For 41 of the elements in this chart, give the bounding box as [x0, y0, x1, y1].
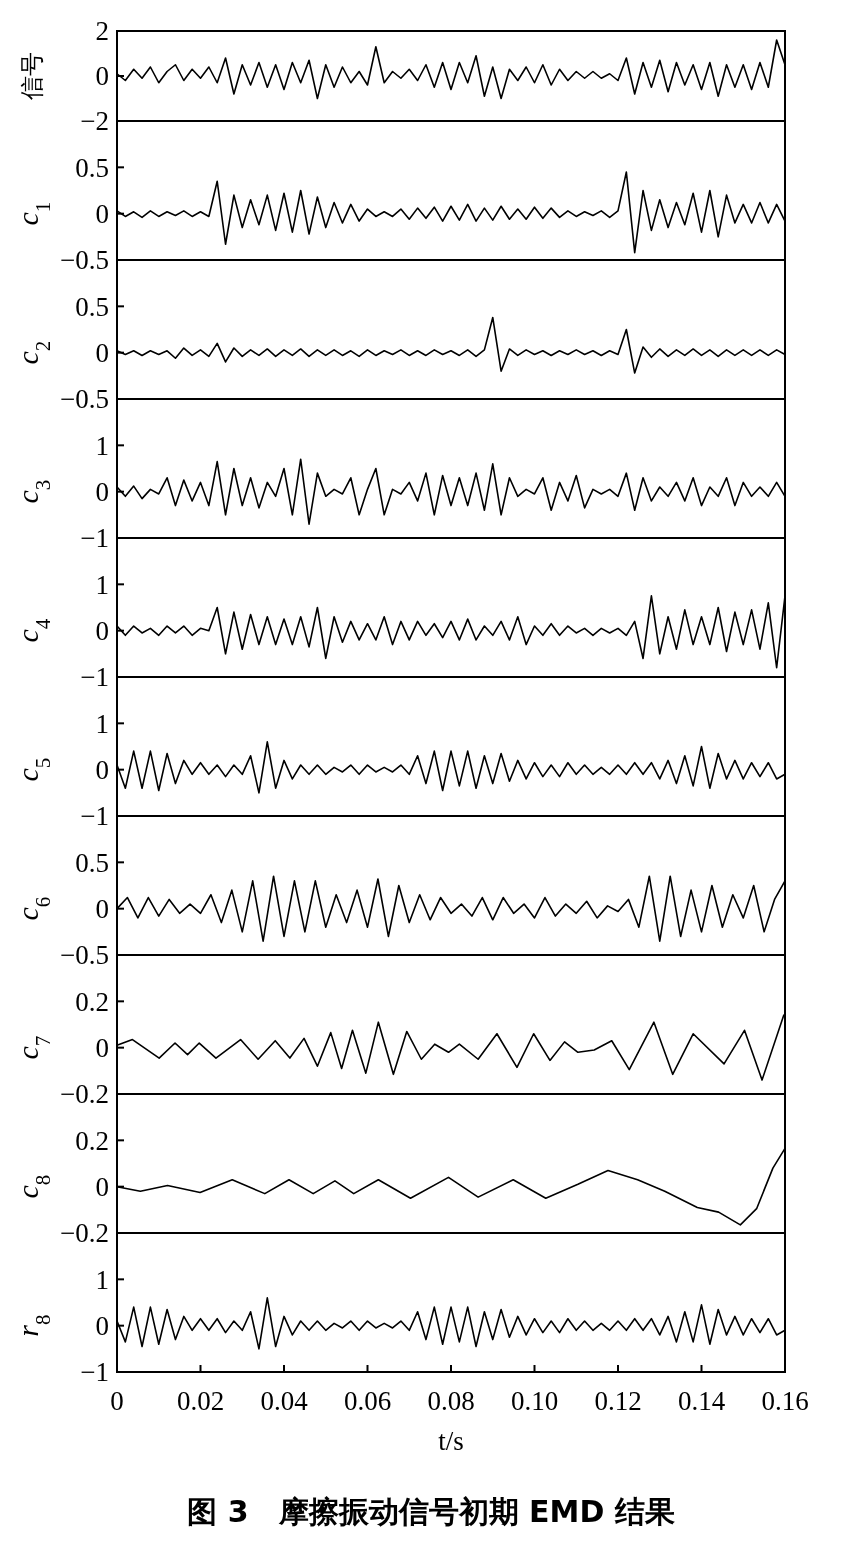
y-tick-label: 0	[95, 199, 109, 230]
y-tick-label: 0	[95, 1172, 109, 1203]
y-tick-label: 0	[95, 894, 109, 925]
x-tick-label: 0.12	[594, 1386, 642, 1416]
y-tick-label: −0.5	[60, 940, 109, 971]
y-tick-label: 0.5	[75, 291, 109, 322]
y-tick-label: −1	[80, 662, 109, 693]
x-tick-label: 0.04	[260, 1386, 309, 1416]
y-tick-label: −0.5	[60, 384, 109, 415]
y-tick-label: 0	[95, 1311, 109, 1342]
y-tick-label: 0	[95, 61, 109, 92]
y-tick-label: 0	[95, 477, 109, 508]
y-tick-label: 0.2	[75, 1125, 109, 1156]
x-tick-label: 0.08	[427, 1386, 475, 1416]
y-tick-label: −0.2	[60, 1079, 109, 1110]
y-tick-label: −0.5	[60, 245, 109, 276]
y-tick-label: 1	[95, 430, 109, 461]
y-tick-label: 0	[95, 755, 109, 786]
y-tick-label: −0.2	[60, 1218, 109, 1249]
y-tick-label: 0	[95, 1033, 109, 1064]
y-tick-label: −1	[80, 523, 109, 554]
x-tick-label: 0.16	[761, 1386, 809, 1416]
y-axis-title: 信号	[19, 52, 45, 100]
y-tick-label: 1	[95, 708, 109, 739]
x-tick-label: 0.02	[176, 1386, 225, 1416]
x-axis-title: t/s	[438, 1426, 464, 1456]
y-tick-label: 0.5	[75, 152, 109, 183]
x-tick-label: 0.06	[343, 1386, 392, 1416]
y-tick-label: 2	[95, 16, 109, 47]
y-tick-label: −1	[80, 1357, 109, 1388]
y-tick-label: 0.2	[75, 986, 109, 1017]
y-tick-label: −1	[80, 801, 109, 832]
y-tick-label: −2	[80, 106, 109, 137]
x-tick-label: 0.14	[677, 1386, 726, 1416]
y-tick-label: 0	[95, 338, 109, 369]
y-tick-label: 0	[95, 616, 109, 647]
y-tick-label: 1	[95, 1264, 109, 1295]
y-tick-label: 0.5	[75, 847, 109, 878]
caption: 图 3 摩擦振动信号初期 EMD 结果	[187, 1494, 675, 1529]
x-tick-label: 0.10	[510, 1386, 559, 1416]
y-tick-label: 1	[95, 569, 109, 600]
